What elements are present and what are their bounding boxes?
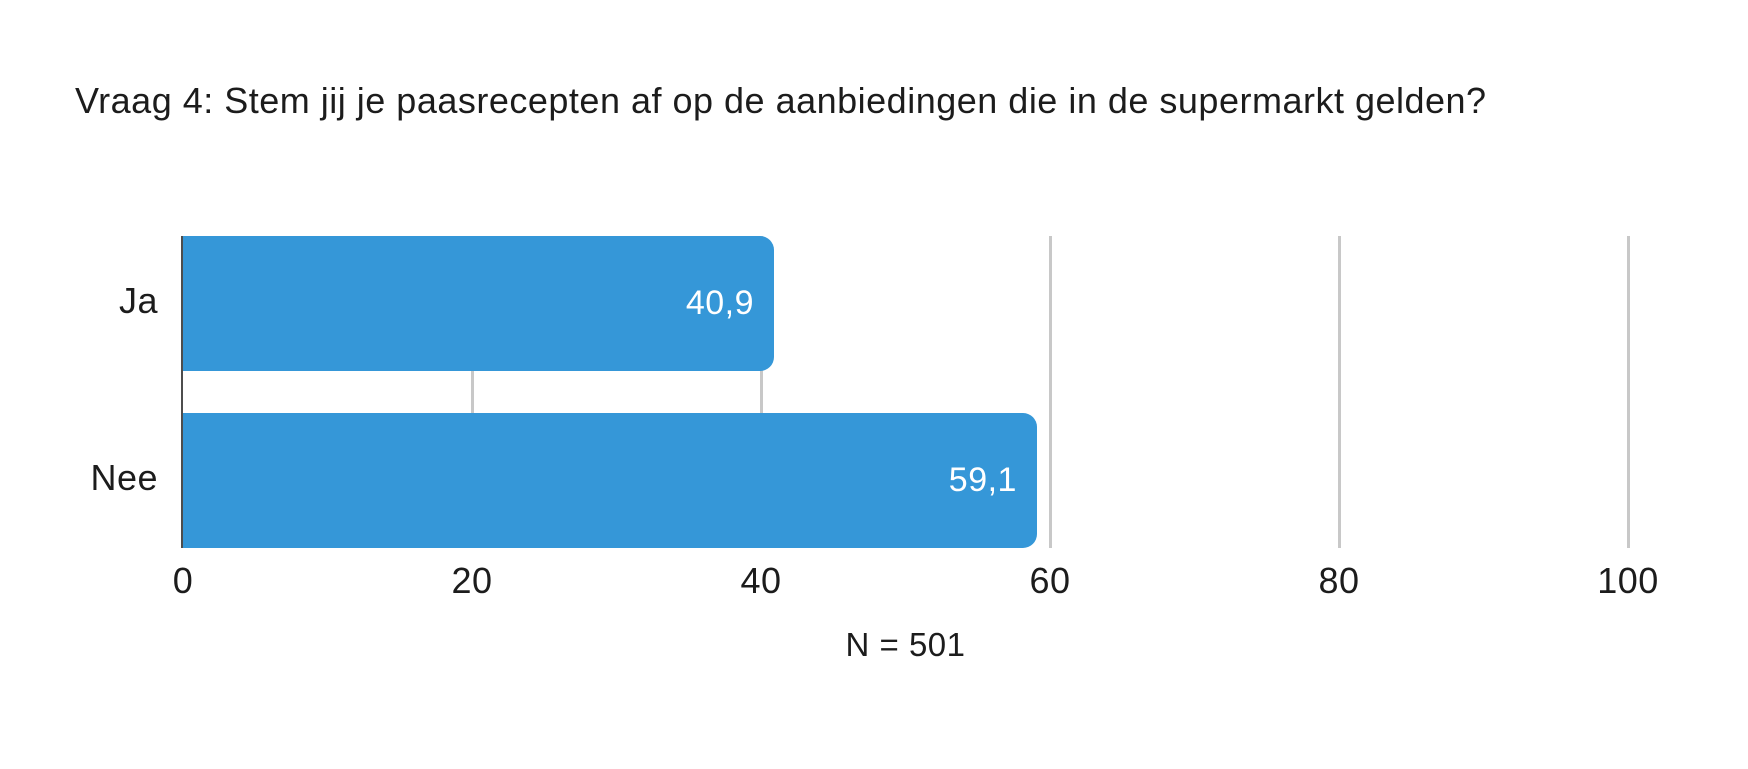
bar-value-label: 40,9 bbox=[685, 284, 754, 322]
x-tick-label-100: 100 bbox=[1597, 560, 1659, 601]
x-tick-label-60: 60 bbox=[1029, 560, 1071, 601]
gridline-x40 bbox=[759, 236, 763, 548]
x-tick-label-40: 40 bbox=[740, 560, 782, 601]
gridline-x20 bbox=[470, 236, 474, 548]
x-tick-label-80: 80 bbox=[1318, 560, 1360, 601]
chart-title: Vraag 4: Stem jij je paasrecepten af op … bbox=[75, 80, 1487, 121]
gridline-x60 bbox=[1048, 236, 1052, 548]
bar-nee: 59,1 bbox=[183, 413, 1037, 548]
bar-value-label: 59,1 bbox=[948, 461, 1017, 499]
x-tick-label-0: 0 bbox=[172, 560, 194, 601]
category-label-nee: Nee bbox=[90, 456, 158, 498]
x-tick-label-20: 20 bbox=[451, 560, 493, 601]
sample-size-note: N = 501 bbox=[845, 626, 966, 663]
y-axis-line bbox=[181, 236, 183, 548]
gridline-x80 bbox=[1337, 236, 1341, 548]
bar-ja: 40,9 bbox=[183, 236, 774, 371]
gridline-x100 bbox=[1626, 236, 1630, 548]
category-label-ja: Ja bbox=[118, 279, 158, 321]
